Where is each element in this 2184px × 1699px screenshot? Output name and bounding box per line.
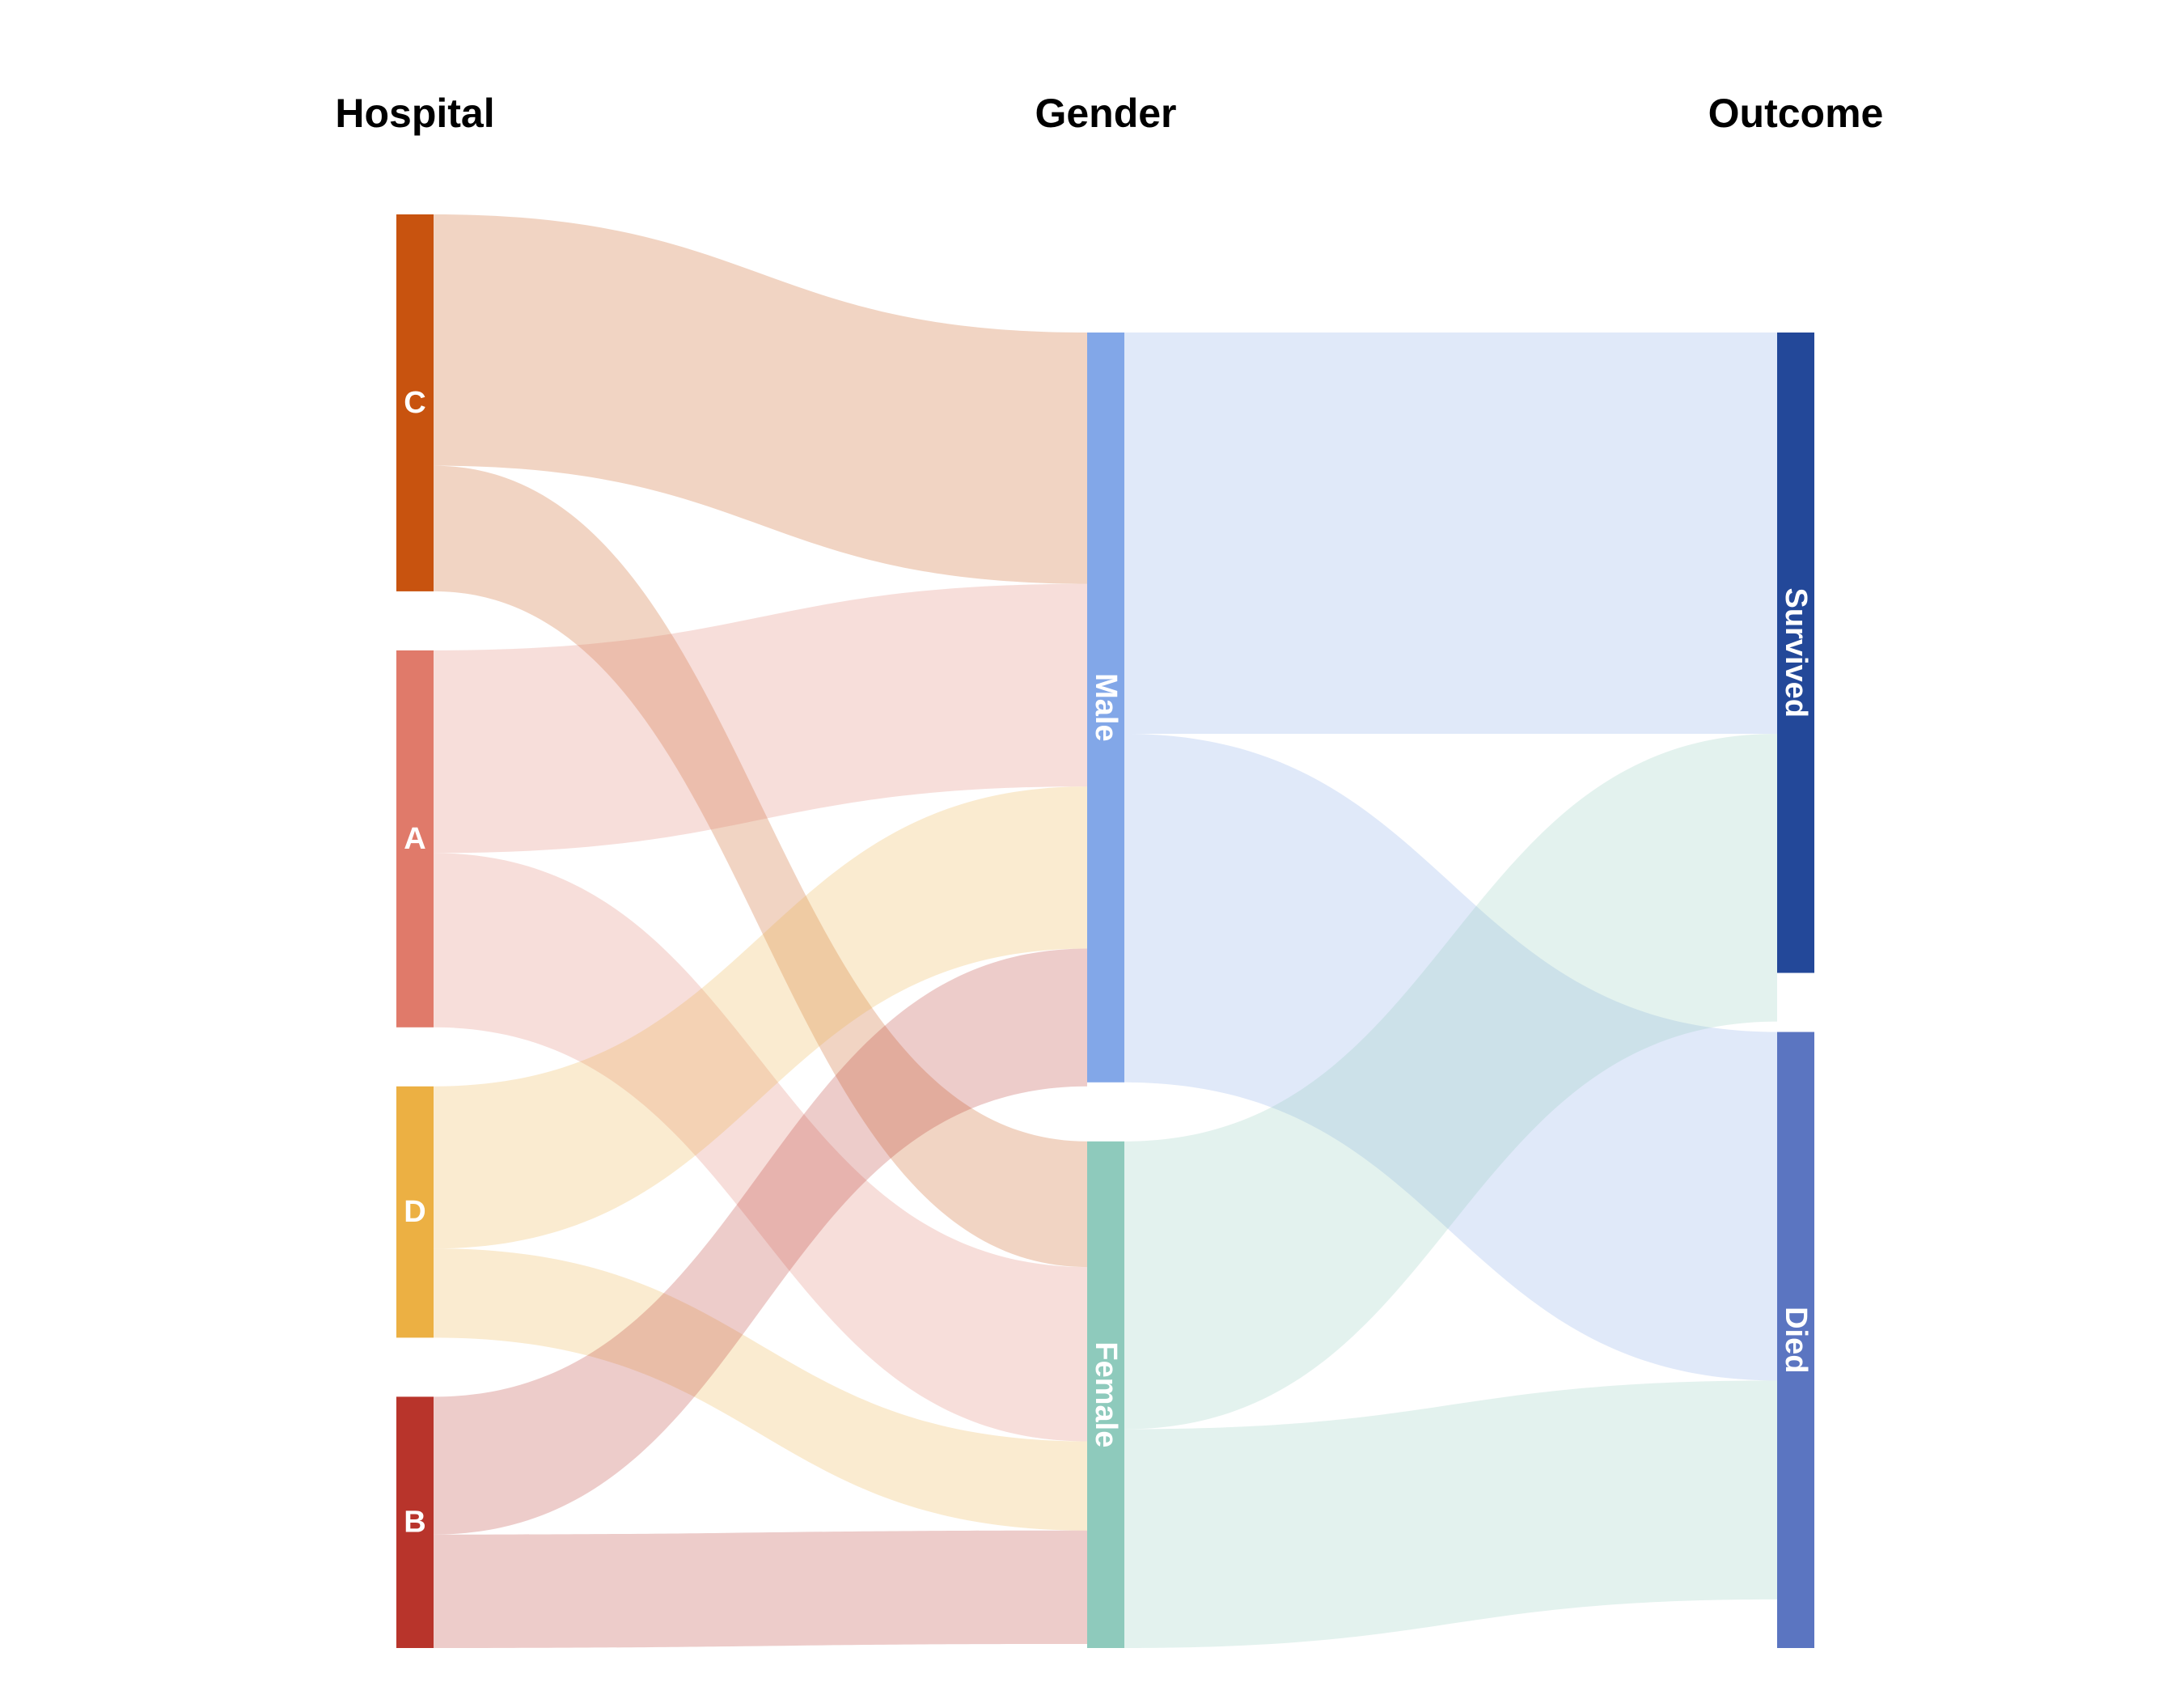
node-bar-d bbox=[396, 1086, 434, 1338]
link-male-to-survived bbox=[1124, 333, 1777, 734]
link-b-to-male bbox=[434, 948, 1087, 1535]
node-female: Female bbox=[1087, 1141, 1124, 1648]
node-bar-survived bbox=[1777, 333, 1814, 973]
node-bar-male bbox=[1087, 333, 1124, 1083]
node-bar-female bbox=[1087, 1141, 1124, 1648]
node-bar-a bbox=[396, 650, 434, 1027]
link-a-to-male bbox=[434, 583, 1087, 854]
node-label-survived: Survived bbox=[1779, 587, 1813, 718]
links-layer bbox=[434, 214, 1777, 1648]
node-b: B bbox=[396, 1396, 434, 1648]
node-label-male: Male bbox=[1089, 673, 1123, 741]
link-a-to-female bbox=[434, 853, 1087, 1442]
column-title-outcome: Outcome bbox=[1708, 91, 1884, 136]
node-bar-died bbox=[1777, 1032, 1814, 1648]
link-female-to-died bbox=[1124, 1380, 1777, 1648]
column-titles: Hospital Gender Outcome bbox=[335, 91, 1883, 136]
node-c: C bbox=[396, 214, 434, 591]
node-label-a: A bbox=[404, 822, 425, 856]
link-d-to-male bbox=[434, 786, 1087, 1249]
link-b-to-female bbox=[434, 1530, 1087, 1648]
node-label-b: B bbox=[404, 1506, 425, 1540]
link-d-to-female bbox=[434, 1248, 1087, 1531]
link-c-to-male bbox=[434, 214, 1087, 584]
link-female-to-survived bbox=[1124, 733, 1777, 1430]
link-c-to-female bbox=[434, 465, 1087, 1268]
node-label-d: D bbox=[404, 1195, 425, 1229]
node-bar-b bbox=[396, 1396, 434, 1648]
node-label-died: Died bbox=[1779, 1307, 1813, 1373]
nodes-layer: C A D B Male Female Survived Died bbox=[396, 214, 1814, 1648]
column-title-gender: Gender bbox=[1035, 91, 1176, 136]
node-d: D bbox=[396, 1086, 434, 1338]
node-survived: Survived bbox=[1777, 333, 1814, 973]
node-label-c: C bbox=[404, 386, 425, 420]
column-title-hospital: Hospital bbox=[335, 91, 494, 136]
node-label-female: Female bbox=[1089, 1341, 1123, 1447]
node-a: A bbox=[396, 650, 434, 1027]
node-died: Died bbox=[1777, 1032, 1814, 1648]
node-male: Male bbox=[1087, 333, 1124, 1083]
link-male-to-died bbox=[1124, 733, 1777, 1381]
node-bar-c bbox=[396, 214, 434, 591]
